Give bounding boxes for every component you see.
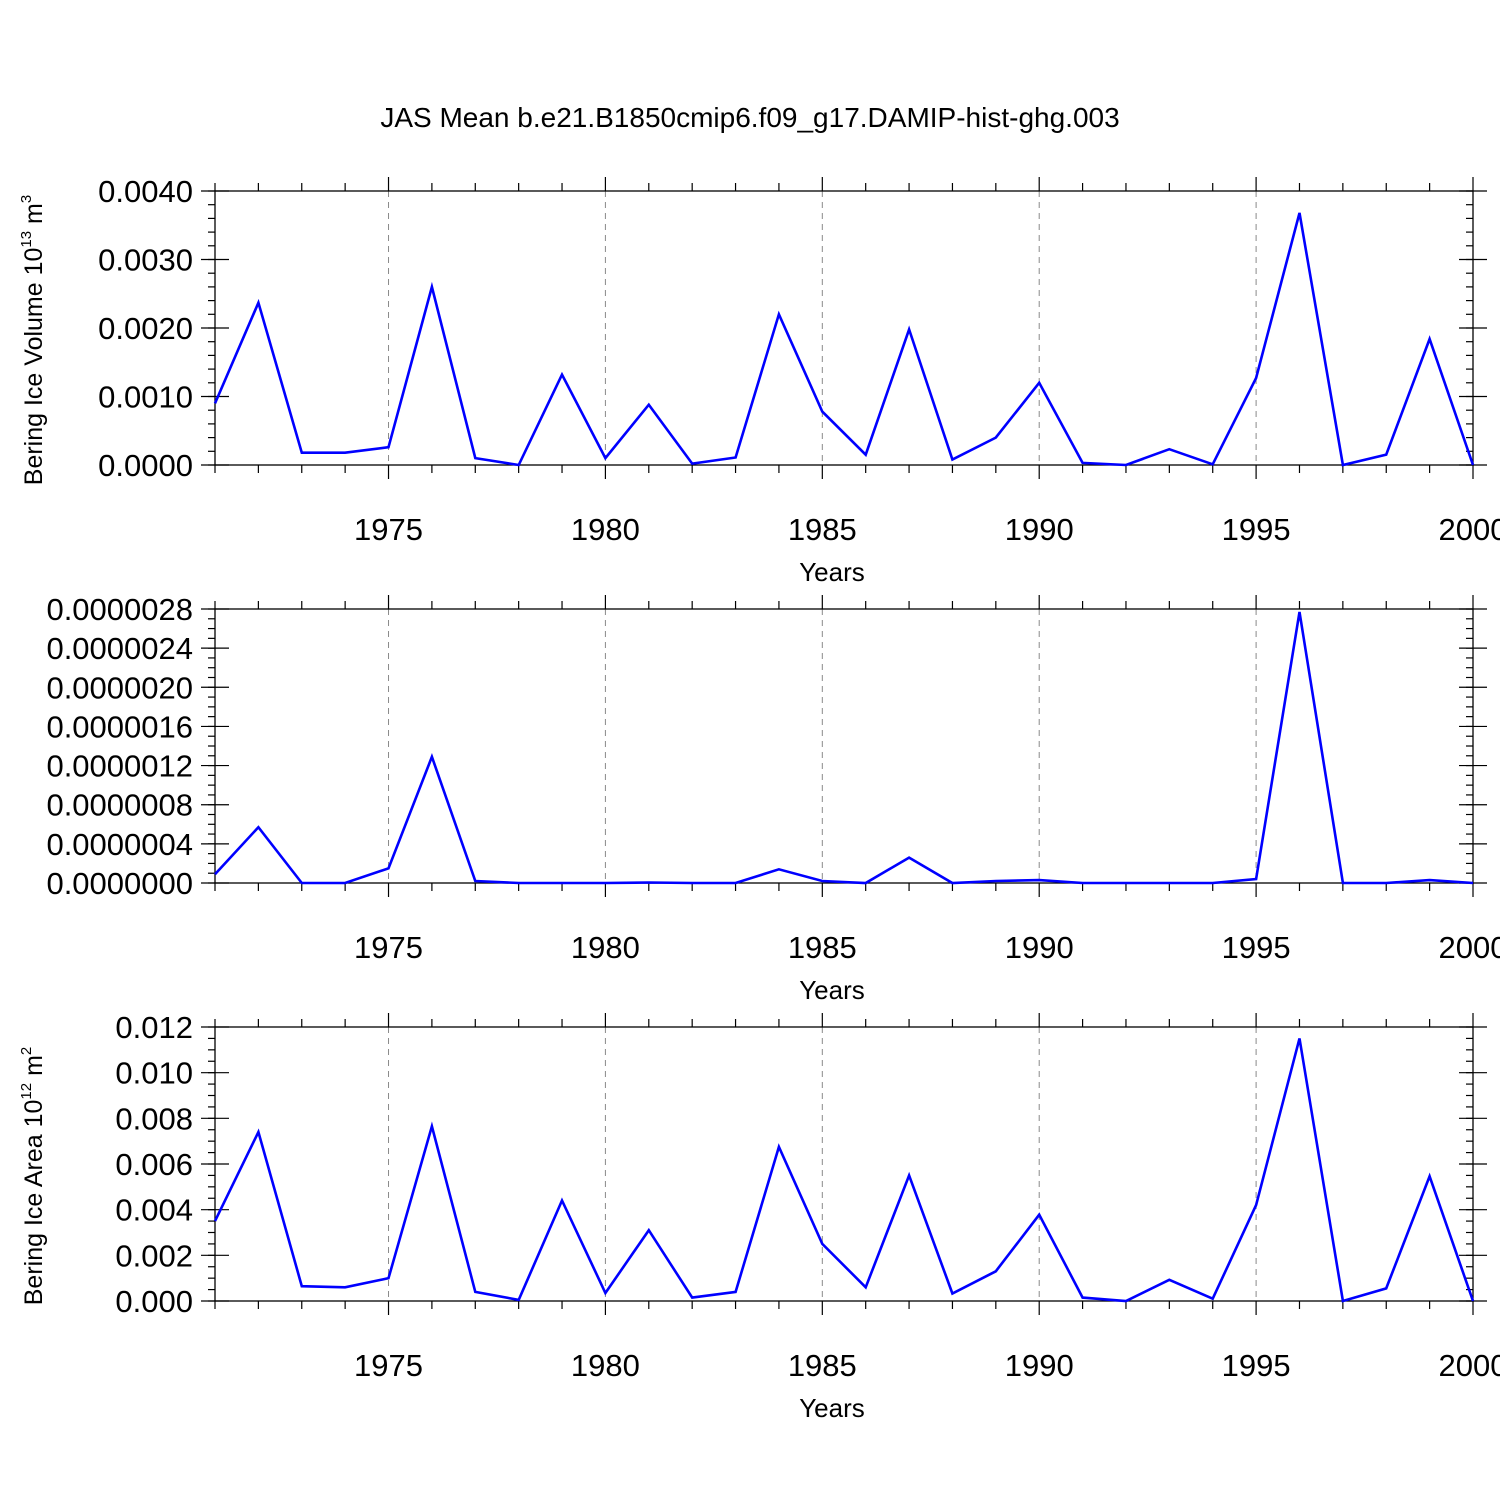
y-tick-label: 0.006 <box>115 1147 193 1182</box>
y-tick-label: 0.010 <box>115 1056 193 1091</box>
x-tick-label: 1985 <box>788 512 857 547</box>
x-tick-label: 1990 <box>1005 1348 1074 1383</box>
y-tick-label: 0.0000016 <box>46 709 193 744</box>
series-line <box>213 1038 1475 1303</box>
series-line <box>214 611 1474 885</box>
x-axis-label: Years <box>799 975 865 1005</box>
y-tick-label: 0.0020 <box>98 311 193 346</box>
series-line <box>213 212 1475 467</box>
x-tick-label: 2000 <box>1439 1348 1500 1383</box>
y-tick-label: 0.0000028 <box>46 592 193 627</box>
y-tick-label: 0.0010 <box>98 380 193 415</box>
y-tick-label: 0.008 <box>115 1101 193 1136</box>
x-tick-label: 1995 <box>1222 1348 1291 1383</box>
x-tick-label: 1980 <box>571 512 640 547</box>
panel-middle: 0.0000000 0.0000004 0.0000008 0.0000012 0.00… <box>46 592 1500 1005</box>
x-tick-label: 1975 <box>354 930 423 965</box>
y-tick-label: 0.0000008 <box>46 788 193 823</box>
y-tick-label: 0.0000004 <box>46 827 193 862</box>
x-tick-label: 1975 <box>354 1348 423 1383</box>
y-tick-label: 0.004 <box>115 1193 193 1228</box>
x-tick-label: 1985 <box>788 1348 857 1383</box>
x-tick-label: 1990 <box>1005 512 1074 547</box>
y-tick-label: 0.0030 <box>98 243 193 278</box>
y-tick-label: 0.0000024 <box>46 631 193 666</box>
y-axis-label: Bering Ice Volume 1013 m3 <box>18 195 48 485</box>
x-tick-label: 2000 <box>1439 512 1500 547</box>
y-tick-label: 0.012 <box>115 1010 193 1045</box>
panel-ice-area: 0.000 0.002 0.004 0.006 0.008 0.010 0.012 1975 1… <box>18 1010 1500 1423</box>
y-tick-label: 0.000 <box>115 1284 193 1319</box>
x-tick-label: 1980 <box>571 930 640 965</box>
x-axis-label: Years <box>799 1393 865 1423</box>
y-tick-label: 0.0000012 <box>46 749 193 784</box>
y-tick-label: 0.0040 <box>98 174 193 209</box>
figure-title: JAS Mean b.e21.B1850cmip6.f09_g17.DAMIP-… <box>380 102 1119 133</box>
y-tick-label: 0.0000020 <box>46 670 193 705</box>
x-tick-label: 1995 <box>1222 512 1291 547</box>
panel-ice-volume: 0.0000 0.0010 0.0020 0.0030 0.0040 1975 1980 19… <box>18 174 1500 587</box>
x-tick-label: 1980 <box>571 1348 640 1383</box>
y-tick-label: 0.0000000 <box>46 866 193 901</box>
x-axis-label: Years <box>799 557 865 587</box>
x-tick-label: 2000 <box>1439 930 1500 965</box>
x-tick-label: 1975 <box>354 512 423 547</box>
y-tick-label: 0.002 <box>115 1238 193 1273</box>
x-tick-label: 1995 <box>1222 930 1291 965</box>
x-tick-label: 1990 <box>1005 930 1074 965</box>
y-tick-label: 0.0000 <box>98 448 193 483</box>
y-axis-label: Bering Ice Area 1012 m2 <box>18 1047 48 1306</box>
x-tick-label: 1985 <box>788 930 857 965</box>
